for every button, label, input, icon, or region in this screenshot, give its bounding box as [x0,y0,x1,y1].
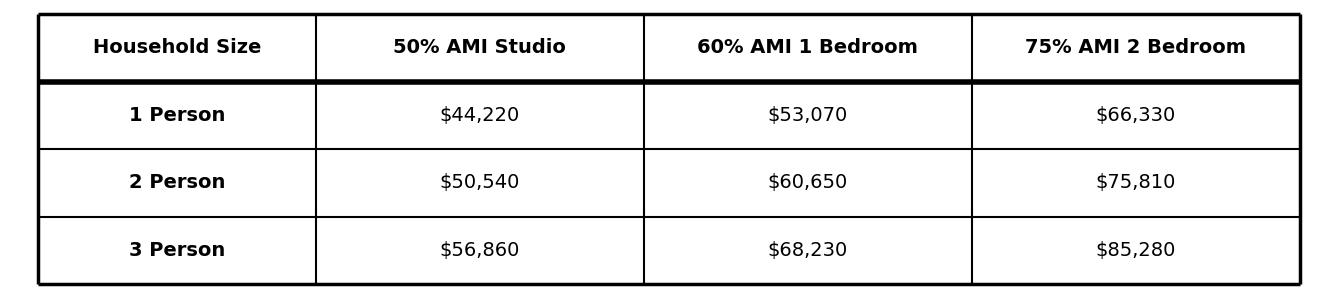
Text: 75% AMI 2 Bedroom: 75% AMI 2 Bedroom [1025,38,1247,57]
Text: $85,280: $85,280 [1096,241,1176,260]
Text: Household Size: Household Size [92,38,261,57]
Text: $44,220: $44,220 [440,106,520,125]
Text: $66,330: $66,330 [1096,106,1176,125]
Text: $68,230: $68,230 [768,241,848,260]
Text: $56,860: $56,860 [439,241,520,260]
Text: 60% AMI 1 Bedroom: 60% AMI 1 Bedroom [697,38,918,57]
Text: $50,540: $50,540 [439,173,520,192]
Text: 2 Person: 2 Person [128,173,225,192]
Text: $60,650: $60,650 [768,173,848,192]
Text: $53,070: $53,070 [768,106,848,125]
Text: 50% AMI Studio: 50% AMI Studio [393,38,566,57]
Text: $75,810: $75,810 [1096,173,1176,192]
Text: 3 Person: 3 Person [128,241,225,260]
Text: 1 Person: 1 Person [128,106,225,125]
